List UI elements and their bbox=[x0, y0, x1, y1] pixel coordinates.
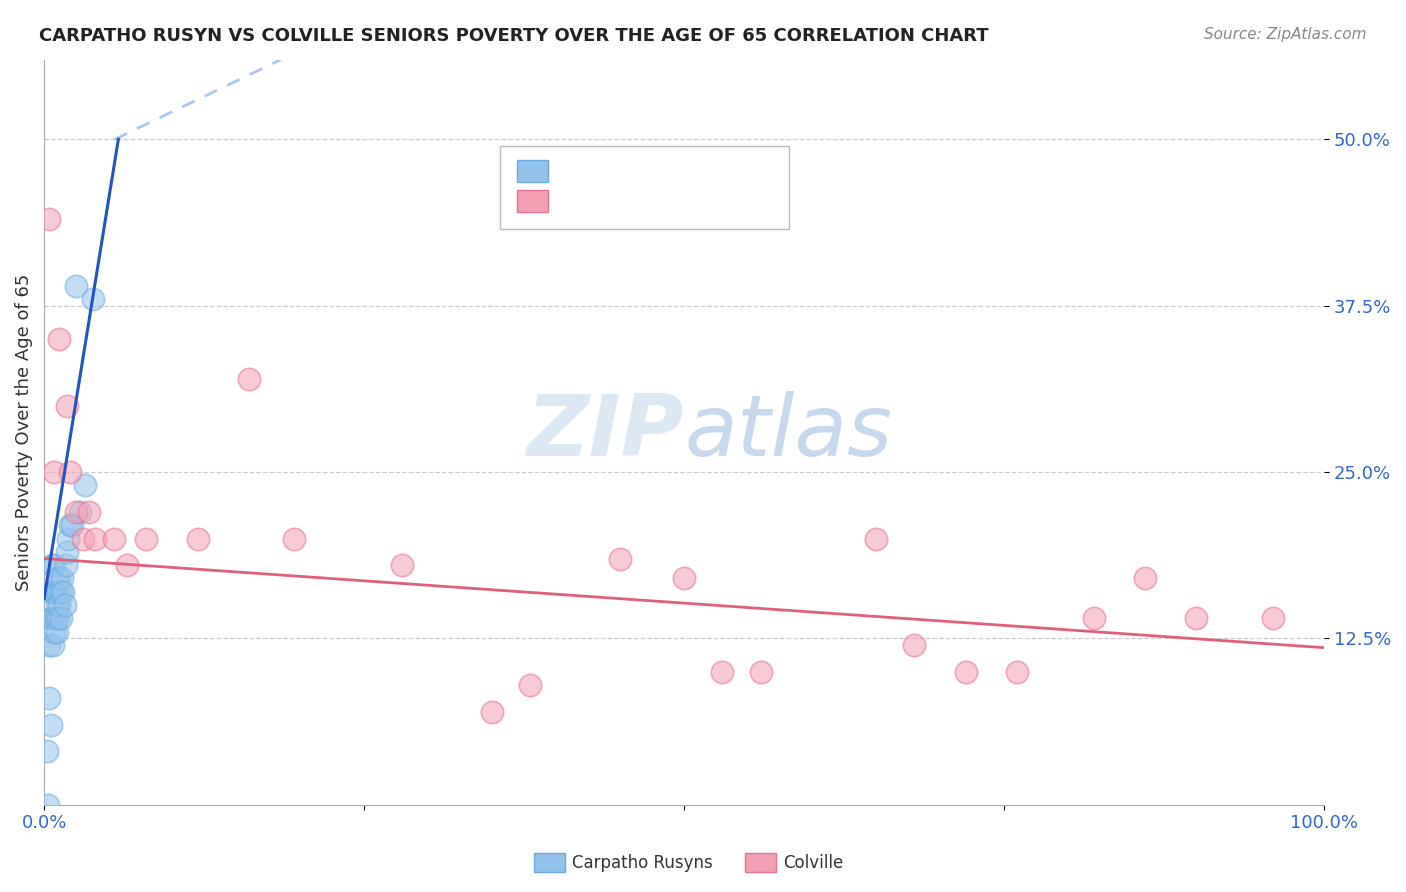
Text: Colville: Colville bbox=[783, 854, 844, 871]
Point bbox=[238, 372, 260, 386]
Point bbox=[75, 478, 97, 492]
Point bbox=[59, 518, 82, 533]
Point bbox=[283, 532, 305, 546]
Text: N = 30: N = 30 bbox=[658, 192, 731, 211]
Point bbox=[41, 558, 63, 573]
Point bbox=[45, 611, 67, 625]
Point bbox=[711, 665, 734, 679]
Text: N = 39: N = 39 bbox=[658, 161, 731, 180]
Point bbox=[44, 465, 66, 479]
Point bbox=[46, 611, 69, 625]
Text: R = -0.131: R = -0.131 bbox=[562, 193, 658, 211]
Point bbox=[56, 399, 79, 413]
Point bbox=[45, 584, 67, 599]
Point bbox=[51, 572, 73, 586]
Point bbox=[44, 624, 66, 639]
Point bbox=[84, 532, 107, 546]
Point bbox=[39, 584, 62, 599]
Point bbox=[38, 212, 60, 227]
Point bbox=[55, 558, 77, 573]
Point bbox=[52, 584, 75, 599]
Point bbox=[38, 691, 60, 706]
Point bbox=[1133, 572, 1156, 586]
Point bbox=[749, 665, 772, 679]
Point bbox=[44, 584, 66, 599]
Point bbox=[42, 638, 65, 652]
Point bbox=[45, 624, 67, 639]
Y-axis label: Seniors Poverty Over the Age of 65: Seniors Poverty Over the Age of 65 bbox=[15, 274, 32, 591]
Text: CARPATHO RUSYN VS COLVILLE SENIORS POVERTY OVER THE AGE OF 65 CORRELATION CHART: CARPATHO RUSYN VS COLVILLE SENIORS POVER… bbox=[39, 27, 988, 45]
Point bbox=[77, 505, 100, 519]
Point bbox=[65, 278, 87, 293]
Point bbox=[42, 584, 65, 599]
Point bbox=[48, 598, 70, 612]
Point bbox=[69, 505, 91, 519]
Point bbox=[56, 545, 79, 559]
Point bbox=[672, 572, 695, 586]
Point bbox=[49, 611, 72, 625]
Point bbox=[37, 797, 59, 812]
Point bbox=[65, 505, 87, 519]
Point bbox=[41, 611, 63, 625]
Point bbox=[39, 718, 62, 732]
Point bbox=[59, 465, 82, 479]
Point bbox=[1261, 611, 1284, 625]
Point bbox=[58, 532, 80, 546]
Point bbox=[49, 584, 72, 599]
Text: Source: ZipAtlas.com: Source: ZipAtlas.com bbox=[1204, 27, 1367, 42]
Point bbox=[35, 744, 58, 758]
Point bbox=[103, 532, 125, 546]
Point bbox=[48, 332, 70, 346]
Text: R =  0.511: R = 0.511 bbox=[562, 162, 658, 180]
Point bbox=[60, 518, 83, 533]
Point bbox=[42, 611, 65, 625]
Point bbox=[45, 572, 67, 586]
Point bbox=[72, 532, 94, 546]
Text: ZIP: ZIP bbox=[526, 391, 683, 474]
Point bbox=[903, 638, 925, 652]
Point bbox=[519, 678, 541, 692]
Point bbox=[53, 598, 76, 612]
Point bbox=[117, 558, 139, 573]
Point bbox=[481, 705, 503, 719]
Point bbox=[38, 638, 60, 652]
Point bbox=[1005, 665, 1028, 679]
Text: atlas: atlas bbox=[683, 391, 891, 474]
Point bbox=[48, 572, 70, 586]
Point bbox=[955, 665, 977, 679]
Point bbox=[1185, 611, 1208, 625]
Text: Carpatho Rusyns: Carpatho Rusyns bbox=[572, 854, 713, 871]
Point bbox=[135, 532, 157, 546]
Point bbox=[82, 292, 104, 306]
Point bbox=[41, 584, 63, 599]
Point bbox=[391, 558, 413, 573]
Point bbox=[46, 584, 69, 599]
Point bbox=[609, 551, 631, 566]
Point bbox=[44, 558, 66, 573]
Point bbox=[187, 532, 209, 546]
Point bbox=[39, 611, 62, 625]
Point bbox=[865, 532, 887, 546]
Point bbox=[1083, 611, 1105, 625]
Point bbox=[45, 598, 67, 612]
